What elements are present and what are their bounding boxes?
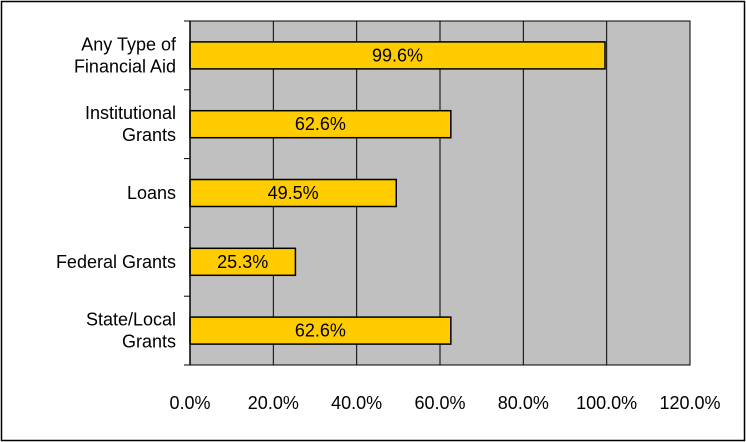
category-label-line: Financial Aid [74, 56, 176, 76]
category-label: Federal Grants [56, 252, 176, 272]
x-tick-labels: 0.0% 20.0% 40.0% 60.0% 80.0% 100.0% 120.0% [169, 393, 720, 413]
bar [189, 41, 606, 70]
bar-data-label: 99.6% [372, 45, 423, 65]
x-tick-label: 60.0% [414, 393, 465, 413]
category-label-line: Any Type of [81, 34, 177, 54]
category-label-line: Loans [127, 183, 176, 203]
bars [189, 41, 606, 345]
x-tick-label: 40.0% [331, 393, 382, 413]
bar-data-label: 62.6% [295, 321, 346, 341]
x-tick-label: 80.0% [498, 393, 549, 413]
bar [189, 247, 297, 277]
category-label-line: Institutional [85, 103, 176, 123]
category-label-line: State/Local [86, 310, 176, 330]
x-tick-label: 100.0% [576, 393, 637, 413]
bar-labels: 99.6% 62.6% 49.5% 25.3% 62.6% [217, 45, 423, 340]
bar-data-label: 62.6% [295, 114, 346, 134]
category-label-line: Federal Grants [56, 252, 176, 272]
bar [189, 178, 397, 208]
bar [189, 109, 452, 139]
bar-data-label: 49.5% [268, 183, 319, 203]
category-label: State/Local Grants [86, 310, 176, 352]
category-label-line: Grants [122, 332, 176, 352]
category-label: Institutional Grants [85, 103, 176, 145]
category-label: Any Type of Financial Aid [74, 34, 177, 76]
bar-data-label: 25.3% [217, 252, 268, 272]
category-label: Loans [127, 183, 176, 203]
x-tick-label: 0.0% [169, 393, 210, 413]
category-label-line: Grants [122, 125, 176, 145]
y-axis-ticks [184, 20, 190, 366]
x-tick-label: 20.0% [248, 393, 299, 413]
x-tick-label: 120.0% [659, 393, 720, 413]
